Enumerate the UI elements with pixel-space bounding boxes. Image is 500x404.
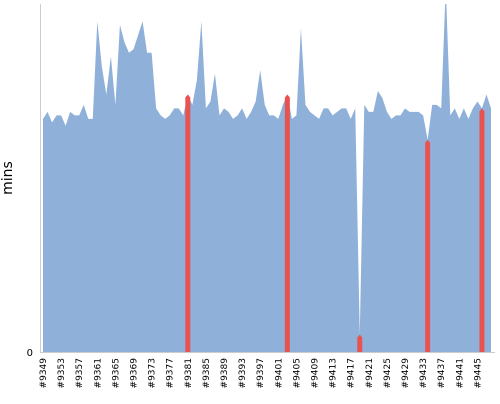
x-tick-label: #9433: [419, 358, 429, 388]
x-tick-label: #9393: [238, 358, 248, 388]
failed-build: [185, 94, 191, 352]
x-tick-label: #9445: [473, 358, 483, 388]
plot-area: [43, 4, 491, 352]
x-tick-label: #9353: [57, 358, 67, 388]
x-tick-label: #9421: [365, 358, 375, 388]
x-tick-label: #9413: [329, 358, 339, 388]
x-tick-label: #9441: [455, 358, 465, 388]
x-tick-label: #9429: [401, 358, 411, 389]
x-tick-label: #9357: [75, 358, 85, 388]
failed-build: [284, 94, 290, 352]
x-tick-label: #9417: [347, 358, 357, 388]
failed-build: [479, 108, 485, 352]
x-tick-label: #9385: [202, 358, 212, 388]
x-tick-label: #9365: [111, 358, 121, 388]
x-tick-label: #9361: [93, 358, 103, 388]
x-tick-label: #9437: [437, 358, 447, 388]
x-tick-label: #9349: [39, 358, 49, 389]
area: [43, 4, 491, 352]
x-tick-label: #9401: [274, 358, 284, 388]
x-tick-label: #9409: [311, 358, 321, 389]
x-tick-label: #9405: [292, 358, 302, 388]
x-tick-label: #9373: [148, 358, 158, 388]
x-tick-label: #9425: [383, 358, 393, 388]
y-tick-label: 0: [27, 348, 33, 359]
x-tick-label: #9381: [184, 358, 194, 388]
x-tick-label: #9389: [220, 358, 230, 389]
x-tick-label: #9369: [130, 358, 140, 389]
y-axis-label: mins: [0, 161, 16, 195]
x-tick-label: #9397: [256, 358, 266, 388]
failed-build: [425, 139, 431, 352]
x-tick-label: #9377: [166, 358, 176, 388]
failed-build: [357, 334, 363, 352]
